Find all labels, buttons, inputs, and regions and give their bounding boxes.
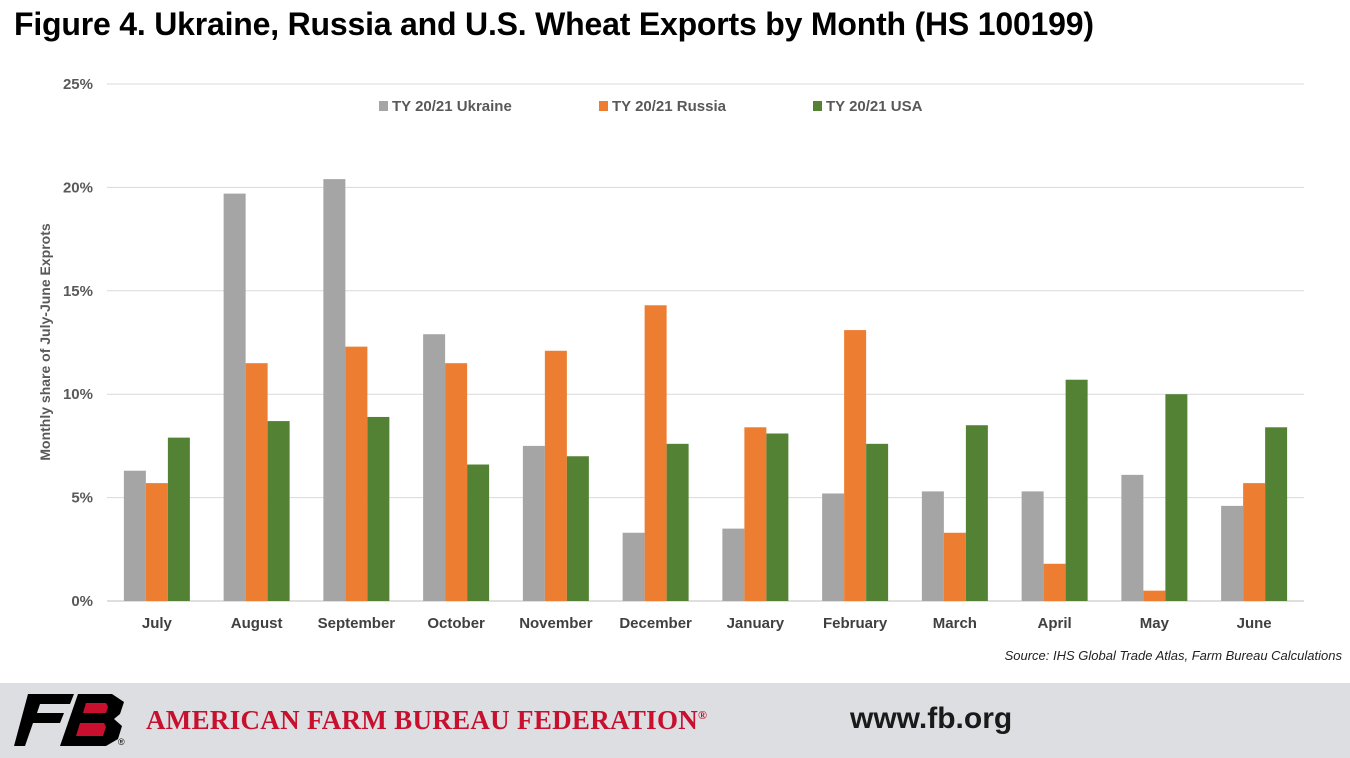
bar-russia-april — [1043, 563, 1066, 601]
bar-usa-march — [965, 425, 988, 601]
y-tick-label: 5% — [71, 490, 93, 507]
bar-russia-december — [644, 305, 667, 601]
x-tick-labels: July August September October November Decemb… — [142, 615, 1272, 632]
legend-swatch — [599, 101, 608, 111]
bar-russia-october — [445, 363, 468, 601]
bar-ukraine-december — [622, 532, 645, 601]
bar-ukraine-march — [921, 491, 944, 601]
legend-label: TY 20/21 Russia — [612, 98, 727, 115]
bar-russia-november — [544, 350, 567, 601]
bar-usa-november — [566, 456, 589, 601]
farm-bureau-logo-icon: ® — [14, 694, 125, 746]
organization-label: AMERICAN FARM BUREAU FEDERATION — [146, 705, 699, 735]
bar-ukraine-october — [423, 334, 446, 601]
legend-label: TY 20/21 USA — [826, 98, 923, 115]
legend-swatch — [379, 101, 388, 111]
bar-usa-january — [766, 433, 789, 601]
source-note: Source: IHS Global Trade Atlas, Farm Bur… — [1004, 648, 1342, 663]
x-tick-label: June — [1237, 615, 1272, 632]
bar-russia-january — [744, 427, 767, 601]
bars — [123, 179, 1288, 602]
page-title: Figure 4. Ukraine, Russia and U.S. Wheat… — [14, 6, 1094, 42]
x-tick-label: March — [933, 615, 977, 632]
bar-ukraine-january — [722, 528, 745, 601]
bar-usa-september — [367, 416, 390, 601]
x-tick-label: July — [142, 615, 173, 632]
bar-russia-august — [245, 363, 268, 601]
x-tick-label: August — [231, 615, 283, 632]
bar-russia-july — [145, 483, 168, 601]
bar-russia-march — [943, 532, 966, 601]
legend-item: TY 20/21 USA — [813, 98, 923, 115]
x-tick-label: December — [619, 615, 692, 632]
bar-ukraine-february — [822, 493, 845, 601]
bar-usa-june — [1265, 427, 1288, 601]
bar-usa-may — [1165, 394, 1188, 601]
x-tick-label: April — [1038, 615, 1072, 632]
legend-item: TY 20/21 Ukraine — [379, 98, 512, 115]
legend-swatch — [813, 101, 822, 111]
x-tick-label: November — [519, 615, 593, 632]
bar-ukraine-july — [123, 470, 146, 601]
bar-usa-february — [866, 443, 889, 601]
bar-ukraine-june — [1221, 505, 1244, 601]
bar-usa-august — [267, 421, 290, 601]
website-link[interactable]: www.fb.org — [850, 702, 1013, 735]
bar-ukraine-september — [323, 179, 346, 602]
legend-item: TY 20/21 Russia — [599, 98, 727, 115]
bar-chart: 0% 5% 10% 15% 20% 25% July August September Octo… — [37, 76, 1304, 632]
x-tick-label: October — [427, 615, 485, 632]
bar-ukraine-april — [1021, 491, 1044, 601]
bar-russia-may — [1143, 590, 1166, 601]
x-tick-label: May — [1140, 615, 1170, 632]
bar-ukraine-august — [223, 193, 246, 601]
bar-russia-june — [1243, 483, 1266, 601]
bar-usa-december — [666, 443, 689, 601]
logo-registered-mark: ® — [118, 737, 125, 746]
footer-bar: ® AMERICAN FARM BUREAU FEDERATION® www.f… — [0, 683, 1350, 758]
bar-usa-april — [1065, 379, 1088, 601]
bar-russia-february — [844, 330, 867, 601]
gridlines — [107, 83, 1304, 602]
y-tick-label: 20% — [63, 179, 93, 196]
bar-ukraine-november — [522, 445, 545, 601]
legend-label: TY 20/21 Ukraine — [392, 98, 512, 115]
y-tick-label: 15% — [63, 283, 93, 300]
organization-registered-mark: ® — [698, 708, 708, 722]
bar-usa-october — [467, 464, 490, 601]
organization-name: AMERICAN FARM BUREAU FEDERATION® — [146, 705, 707, 736]
bar-russia-september — [345, 346, 368, 601]
legend: TY 20/21 Ukraine TY 20/21 Russia TY 20/21 … — [379, 98, 923, 115]
x-tick-label: January — [727, 615, 785, 632]
y-tick-label: 0% — [71, 593, 93, 610]
x-tick-label: September — [318, 615, 396, 632]
y-axis-label: Monthly share of July-June Exprots — [37, 223, 53, 460]
y-tick-labels: 0% 5% 10% 15% 20% 25% — [63, 76, 93, 610]
bar-ukraine-may — [1121, 474, 1144, 601]
y-tick-label: 25% — [63, 76, 93, 93]
y-tick-label: 10% — [63, 386, 93, 403]
bar-usa-july — [167, 437, 190, 601]
x-tick-label: February — [823, 615, 888, 632]
